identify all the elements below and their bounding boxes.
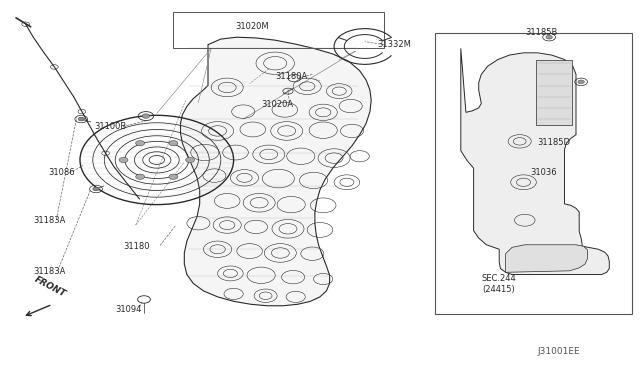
Text: 31020M: 31020M xyxy=(236,22,269,31)
Text: 31180A: 31180A xyxy=(275,72,307,81)
Text: 31183A: 31183A xyxy=(33,267,66,276)
Circle shape xyxy=(136,141,145,146)
Bar xyxy=(173,12,384,48)
Circle shape xyxy=(119,157,128,163)
Text: 31332M: 31332M xyxy=(378,40,412,49)
Text: 31020A: 31020A xyxy=(261,100,293,109)
Bar xyxy=(435,33,632,314)
Polygon shape xyxy=(506,245,588,272)
Circle shape xyxy=(93,187,99,191)
Text: 31185B: 31185B xyxy=(525,28,557,37)
Text: FRONT: FRONT xyxy=(33,275,68,299)
Circle shape xyxy=(169,141,178,146)
Polygon shape xyxy=(180,37,371,306)
Circle shape xyxy=(136,174,145,179)
Text: 31094: 31094 xyxy=(115,305,141,314)
Text: 31180: 31180 xyxy=(124,242,150,251)
Text: SEC.244: SEC.244 xyxy=(482,274,516,283)
Text: 31100B: 31100B xyxy=(95,122,127,131)
Text: 31036: 31036 xyxy=(530,169,557,177)
Circle shape xyxy=(186,157,195,163)
Circle shape xyxy=(546,35,552,39)
Circle shape xyxy=(169,174,178,179)
Text: 31086: 31086 xyxy=(48,169,75,177)
Text: (24415): (24415) xyxy=(482,285,515,294)
Circle shape xyxy=(142,114,150,118)
Text: 31183A: 31183A xyxy=(33,216,66,225)
Text: J31001EE: J31001EE xyxy=(538,347,580,356)
Polygon shape xyxy=(461,48,609,275)
Bar xyxy=(536,60,572,125)
Circle shape xyxy=(578,80,584,84)
Text: 31185D: 31185D xyxy=(538,138,571,147)
Circle shape xyxy=(78,117,84,121)
